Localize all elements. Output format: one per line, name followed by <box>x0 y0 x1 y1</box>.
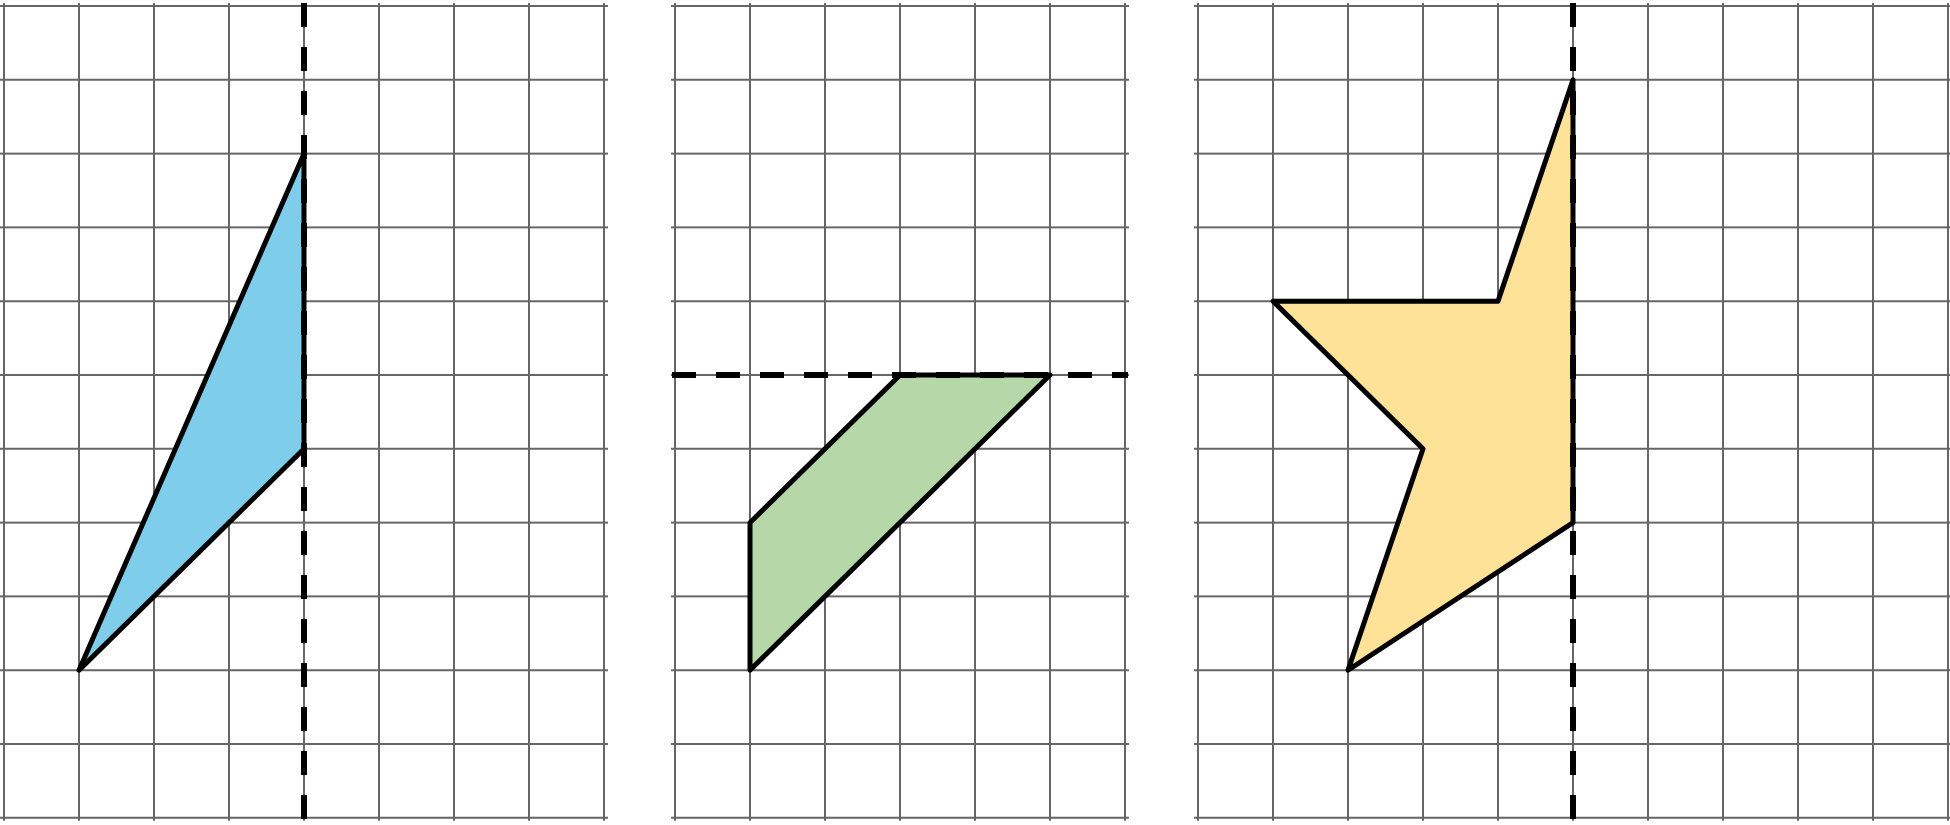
grid-lines <box>671 3 1129 821</box>
grid-panel-right <box>1194 3 1950 821</box>
shape-right <box>1270 77 1576 673</box>
grid-panel-middle <box>671 3 1129 821</box>
grid-panel-left <box>0 3 608 821</box>
shape-left <box>76 151 307 673</box>
